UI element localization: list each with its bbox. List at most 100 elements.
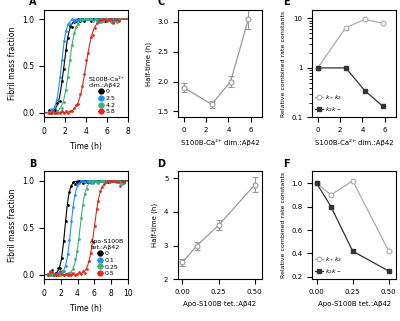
Point xyxy=(110,17,116,22)
Point xyxy=(50,108,56,114)
Point xyxy=(58,256,65,261)
Point xyxy=(72,257,78,262)
Point xyxy=(85,17,92,22)
Point xyxy=(88,180,94,185)
Point xyxy=(98,17,104,22)
Point xyxy=(51,272,57,277)
Point xyxy=(55,271,61,276)
Point xyxy=(107,180,113,185)
Point xyxy=(102,18,108,23)
Point xyxy=(104,17,110,22)
Point xyxy=(116,18,123,23)
Point xyxy=(108,16,114,22)
Point xyxy=(58,105,65,110)
Point xyxy=(46,107,52,112)
Point xyxy=(65,35,71,40)
Point xyxy=(109,178,115,183)
Point xyxy=(96,16,102,22)
Point xyxy=(112,18,118,23)
Point xyxy=(53,270,59,275)
Point xyxy=(79,17,86,22)
Point xyxy=(58,108,65,114)
Point xyxy=(69,16,75,22)
Point xyxy=(47,272,53,277)
Point xyxy=(109,178,115,184)
X-axis label: S100B-Ca²⁺ dim.:Aβ42: S100B-Ca²⁺ dim.:Aβ42 xyxy=(315,139,394,146)
Point xyxy=(58,57,65,62)
Point xyxy=(72,182,78,187)
Point xyxy=(95,198,102,203)
$k_+k_2$ xyxy=(362,18,367,22)
Point xyxy=(62,219,69,224)
Point xyxy=(48,107,54,112)
Point xyxy=(106,17,112,22)
$k_2k_-$ xyxy=(362,89,367,92)
Point xyxy=(55,272,61,277)
Point xyxy=(67,58,73,63)
Point xyxy=(55,272,61,277)
$k_2k_-$ xyxy=(343,66,348,70)
Point xyxy=(82,192,88,197)
Point xyxy=(52,104,59,109)
Point xyxy=(54,108,61,113)
Point xyxy=(92,17,98,22)
Point xyxy=(56,269,63,274)
Point xyxy=(58,79,65,84)
Point xyxy=(68,272,74,277)
Point xyxy=(71,106,77,111)
Point xyxy=(62,109,69,114)
$k_+k_2$ xyxy=(314,181,319,185)
Point xyxy=(80,181,86,186)
Point xyxy=(60,272,67,277)
Point xyxy=(77,92,84,97)
Point xyxy=(94,21,100,26)
Point xyxy=(85,16,92,22)
Point xyxy=(49,270,55,275)
Point xyxy=(111,178,117,183)
Point xyxy=(76,180,82,185)
Point xyxy=(86,179,92,184)
Legend: $k_+k_2$, $k_2k_-$: $k_+k_2$, $k_2k_-$ xyxy=(315,255,342,276)
Point xyxy=(60,66,67,72)
Point xyxy=(60,272,67,277)
Point xyxy=(77,19,84,24)
Point xyxy=(56,75,63,80)
Point xyxy=(100,16,106,22)
Point xyxy=(95,180,102,186)
Point xyxy=(60,268,67,273)
Point xyxy=(75,16,81,22)
Point xyxy=(62,271,69,276)
Point xyxy=(65,110,71,115)
Y-axis label: Half-time (h): Half-time (h) xyxy=(152,203,158,247)
Line: $k_2k_-$: $k_2k_-$ xyxy=(315,65,385,108)
Point xyxy=(118,178,125,184)
Point xyxy=(89,16,96,22)
Point xyxy=(62,29,69,34)
Point xyxy=(69,42,75,48)
Point xyxy=(66,271,73,276)
Point xyxy=(97,178,104,183)
Point xyxy=(102,16,108,22)
Point xyxy=(73,18,79,23)
Point xyxy=(94,18,100,23)
$k_2k_-$ xyxy=(328,205,333,209)
Point xyxy=(48,109,54,115)
Point xyxy=(109,178,115,183)
Point xyxy=(111,178,117,183)
X-axis label: Time (h): Time (h) xyxy=(70,142,102,151)
Point xyxy=(99,178,106,183)
Text: F: F xyxy=(283,159,290,169)
Point xyxy=(100,18,106,23)
Point xyxy=(56,110,63,115)
Point xyxy=(90,179,96,184)
Point xyxy=(92,223,98,229)
Point xyxy=(101,178,108,184)
Point xyxy=(78,216,84,221)
$k_2k_-$ xyxy=(386,269,391,273)
$k_2k_-$ xyxy=(314,181,319,185)
Legend: $k_+k_2$, $k_2k_-$: $k_+k_2$, $k_2k_-$ xyxy=(315,93,342,114)
Point xyxy=(111,179,117,184)
Point xyxy=(96,18,102,23)
Point xyxy=(49,272,55,277)
Point xyxy=(52,110,59,115)
